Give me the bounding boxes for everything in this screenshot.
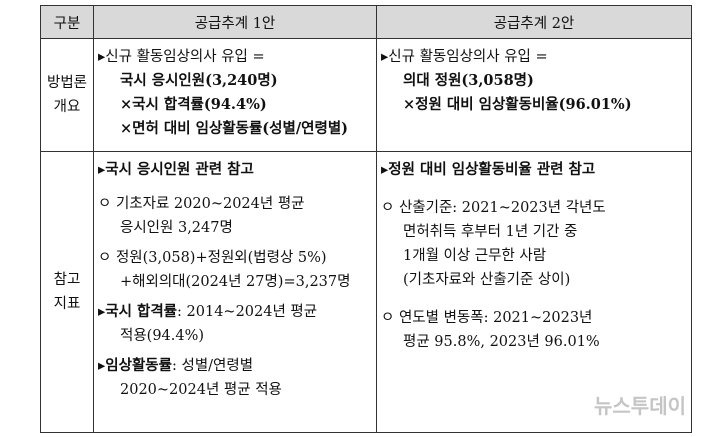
text-line: ▸신규 활동임상의사 유입 =	[98, 45, 372, 69]
text: ㅇ 기초자료 2020~2024년 평균	[98, 196, 305, 212]
text-line: +해외의대(2024년 27명)=3,237명	[98, 270, 372, 294]
text-line: 응시인원 3,247명	[98, 216, 372, 240]
cell-item: ▸정원 대비 임상활동비율 관련 참고	[381, 158, 687, 182]
text: ▸신규 활동임상의사 유입 =	[98, 49, 265, 65]
text-line: ×면허 대비 임상활동률(성별/연령별)	[98, 117, 372, 141]
table-body: 방법론 개요 ▸신규 활동임상의사 유입 = 국시 응시인원(3,240명) ×국시 합…	[40, 38, 692, 433]
text: 1개월 이상 근무한 사람	[403, 248, 547, 264]
text-line: 2020~2024년 평균 적용	[98, 378, 372, 402]
text-line: ㅇ 정원(3,058)+정원외(법령상 5%)	[98, 246, 372, 270]
text-line: ▸임상활동률: 성별/연령별	[98, 354, 372, 378]
cell-content: ▸정원 대비 임상활동비율 관련 참고 ㅇ 산출기준: 2021~2023년 각년…	[377, 152, 691, 372]
text-line: ▸국시 응시인원 관련 참고	[98, 158, 372, 182]
bold-text: ×국시 합격률(94.4%)	[120, 96, 267, 113]
text: ㅇ 연도별 변동폭: 2021~2023년	[381, 310, 593, 326]
text: ㅇ 정원(3,058)+정원외(법령상 5%)	[98, 250, 327, 266]
table-cell: ▸신규 활동임상의사 유입 = 의대 정원(3,058명) ×정원 대비 임상활동비…	[376, 38, 692, 152]
text: 면허취득 후부터 1년 기간 중	[403, 224, 578, 240]
text-line: 1개월 이상 근무한 사람	[381, 244, 687, 268]
cell-item: ▸신규 활동임상의사 유입 = 국시 응시인원(3,240명) ×국시 합격률(94…	[98, 45, 372, 141]
text-line: 의대 정원(3,058명)	[381, 69, 687, 93]
header-cell: 구분	[40, 5, 94, 39]
text: : 성별/연령별	[171, 358, 254, 374]
table-cell: ▸신규 활동임상의사 유입 = 국시 응시인원(3,240명) ×국시 합격률(94…	[93, 38, 377, 152]
text-line: ㅇ 기초자료 2020~2024년 평균	[98, 192, 372, 216]
bold-text: ▸정원 대비 임상활동비율 관련 참고	[381, 161, 596, 178]
cell-item: ▸임상활동률: 성별/연령별 2020~2024년 평균 적용	[98, 354, 372, 402]
text: 평균 95.8%, 2023년 96.01%	[403, 334, 600, 350]
text: 적용(94.4%)	[120, 328, 205, 344]
bold-text: ▸국시 합격률	[98, 303, 178, 320]
text: : 2014~2024년 평균	[177, 304, 318, 320]
row-label-line: 방법론	[46, 75, 88, 91]
table-row: 참고 지표 ▸국시 응시인원 관련 참고 ㅇ 기초자료 2020~2024년 평균 응시…	[40, 151, 692, 433]
cell-item: ▸신규 활동임상의사 유입 = 의대 정원(3,058명) ×정원 대비 임상활동비…	[381, 45, 687, 117]
table: 구분 공급추계 1안 공급추계 2안 방법론 개요 ▸신규 활동임상의사 유입 = 국…	[40, 5, 692, 433]
header-row: 구분 공급추계 1안 공급추계 2안	[40, 5, 692, 39]
text-line: ▸국시 합격률: 2014~2024년 평균	[98, 300, 372, 324]
bold-text: 의대 정원(3,058명)	[403, 72, 534, 89]
header-cell: 공급추계 1안	[93, 5, 377, 39]
bold-text: ×정원 대비 임상활동비율(96.01%)	[403, 96, 632, 113]
text-line: (기초자료와 산출기준 상이)	[381, 268, 687, 292]
text-line: 면허취득 후부터 1년 기간 중	[381, 220, 687, 244]
bold-text: ▸임상활동률	[98, 357, 172, 374]
row-label-line: 참고	[53, 272, 81, 288]
text: ▸신규 활동임상의사 유입 =	[381, 49, 548, 65]
table-row: 방법론 개요 ▸신규 활동임상의사 유입 = 국시 응시인원(3,240명) ×국시 합…	[40, 38, 692, 152]
bold-text: ▸국시 응시인원 관련 참고	[98, 161, 254, 178]
watermark: 뉴스투데이	[594, 394, 686, 418]
text: 2020~2024년 평균 적용	[120, 382, 282, 398]
cell-content: ▸신규 활동임상의사 유입 = 국시 응시인원(3,240명) ×국시 합격률(94…	[94, 39, 376, 151]
cell-item: ▸국시 응시인원 관련 참고	[98, 158, 372, 182]
table-cell: ▸정원 대비 임상활동비율 관련 참고 ㅇ 산출기준: 2021~2023년 각년…	[376, 151, 692, 433]
text-line: 적용(94.4%)	[98, 324, 372, 348]
cell-item: ㅇ 정원(3,058)+정원외(법령상 5%) +해외의대(2024년 27명)=…	[98, 246, 372, 294]
text-line: ㅇ 산출기준: 2021~2023년 각년도	[381, 196, 687, 220]
header-cell: 공급추계 2안	[376, 5, 692, 39]
text-line: 국시 응시인원(3,240명)	[98, 69, 372, 93]
text-line: ▸신규 활동임상의사 유입 =	[381, 45, 687, 69]
text-line: ×정원 대비 임상활동비율(96.01%)	[381, 93, 687, 117]
text: +해외의대(2024년 27명)=3,237명	[120, 274, 351, 290]
text-line: ㅇ 연도별 변동폭: 2021~2023년	[381, 306, 687, 330]
row-label-line: 개요	[53, 99, 81, 115]
row-label-line: 지표	[53, 296, 81, 312]
bold-text: 국시 응시인원(3,240명)	[120, 72, 278, 89]
text-line: 평균 95.8%, 2023년 96.01%	[381, 330, 687, 354]
text-line: ×국시 합격률(94.4%)	[98, 93, 372, 117]
text: 응시인원 3,247명	[120, 220, 233, 236]
text: (기초자료와 산출기준 상이)	[403, 272, 571, 288]
text-line: ▸정원 대비 임상활동비율 관련 참고	[381, 158, 687, 182]
cell-content: ▸신규 활동임상의사 유입 = 의대 정원(3,058명) ×정원 대비 임상활동비…	[377, 39, 691, 127]
text: ㅇ 산출기준: 2021~2023년 각년도	[381, 200, 606, 216]
bold-text: ×면허 대비 임상활동률(성별/연령별)	[120, 120, 349, 137]
